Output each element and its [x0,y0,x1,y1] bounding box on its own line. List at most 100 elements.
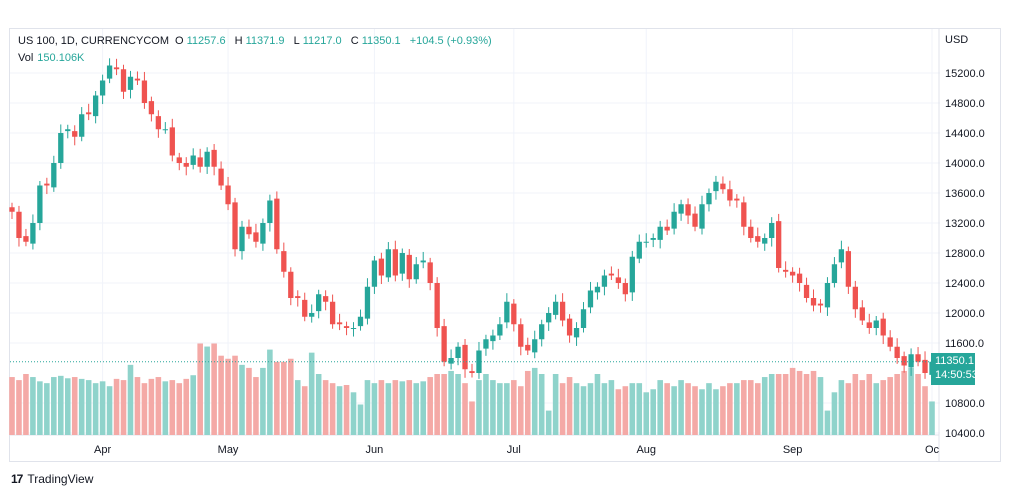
volume-bar [294,380,301,435]
volume-bar [727,383,733,435]
currency-label[interactable]: USD [945,34,969,46]
candle-body [218,168,224,186]
volume-bar [734,383,740,435]
open-value: 11257.6 [186,35,226,47]
volume-bar [831,392,838,435]
candle-body [260,223,266,244]
y-tick-label: 15200.0 [945,68,985,80]
candle-body [504,301,510,323]
volume-bar [817,377,824,435]
candle-body [664,226,670,231]
volume-bar [720,386,726,435]
y-tick-label: 12000.0 [945,308,985,320]
volume-bar [601,383,608,435]
candle-body [343,326,350,328]
volume-bar [664,383,670,435]
candle-body [615,277,622,283]
candle-body [762,238,768,244]
candle-body [392,249,398,276]
candle-body [525,344,531,351]
volume-bar [441,374,447,435]
y-tick-label: 13200.0 [945,218,985,230]
candle-body [190,155,196,165]
candle-body [155,116,162,130]
volume-bar [9,377,15,435]
y-tick-label: 12400.0 [945,278,985,290]
candle-body [134,78,141,81]
candle-body [643,241,649,243]
volume-bar [796,370,803,435]
volume-bar [329,383,336,435]
candle-body [601,275,608,287]
y-tick-label: 12800.0 [945,248,985,260]
volume-bar [859,380,866,435]
candle-body [267,200,273,223]
volume-bar [915,374,921,435]
candle-body [866,322,872,328]
volume-bar [538,374,545,435]
candle-body [671,211,677,229]
volume-bar [894,374,900,435]
volume-bar [448,370,454,435]
volume-bar [873,383,880,435]
volume-bar [810,370,817,435]
candle-body [378,258,385,276]
candle-body [782,269,789,272]
volume-bar [322,380,329,435]
candle-body [490,335,496,342]
candle-body [371,260,378,287]
symbol-title[interactable]: US 100, 1D, CURRENCYCOM [18,35,169,47]
candle-body [127,76,134,90]
candle-body [518,324,524,347]
volume-bar [260,367,266,435]
volume-bar [462,383,468,435]
candle-body [246,226,252,235]
volume-bar [197,343,203,435]
volume-bar [44,383,50,435]
x-tick-label: Apr [94,444,111,456]
volume-bar [392,380,399,435]
volume-bar [573,383,580,435]
volume-bar [92,383,99,435]
volume-bar [246,367,252,435]
volume-bar [754,383,761,435]
last-price-badge: 11350.1 14:50:53 [931,353,978,385]
candle-body [44,183,50,186]
volume-bar [85,380,92,435]
candle-body [894,346,900,358]
candle-body [532,339,538,353]
volume-bar [775,374,782,435]
symbol-legend: US 100, 1D, CURRENCYCOM O 11257.6 H 11371.… [18,35,495,47]
candle-body [629,256,635,293]
volume-label[interactable]: Vol [18,52,34,64]
candle-body [232,202,238,250]
volume-bar [524,370,531,435]
candle-body [734,198,740,201]
volume-bar [343,384,350,435]
volume-bar [748,380,754,435]
volume-bar [413,383,420,435]
volume-bar [155,377,162,435]
volume-bar [301,386,308,435]
candle-body [148,101,155,115]
candle-body [176,157,182,163]
candle-body [302,299,308,317]
change-value: +104.5 (+0.93%) [409,35,492,47]
volume-bar [99,381,106,435]
candle-body [685,204,691,216]
candle-body [162,129,168,131]
volume-bar [866,374,873,435]
candle-body [511,303,517,325]
ohlc-close: C 11350.1 [351,35,404,47]
volume-bar [406,380,413,435]
volume-bar [824,410,831,435]
candle-body [385,249,392,278]
tradingview-brand[interactable]: 17 TradingView [11,472,93,486]
volume-bar [650,389,656,435]
volume-bar [594,374,601,435]
candle-body [448,358,454,364]
volume-bar [504,383,510,435]
candle-body [420,260,426,263]
candle-body [831,264,838,283]
